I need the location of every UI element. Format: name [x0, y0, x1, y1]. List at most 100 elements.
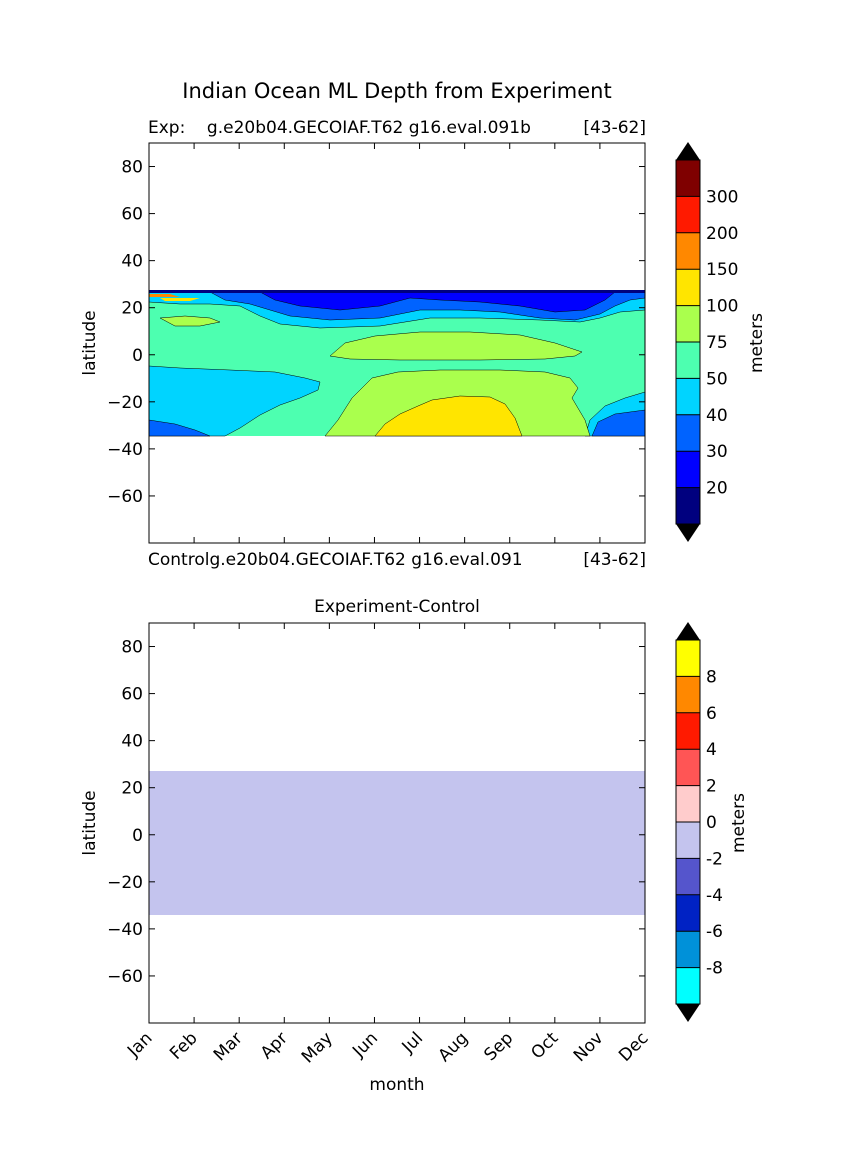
colorbar-segment	[676, 712, 700, 750]
y-tick-label: 60	[121, 685, 143, 705]
colorbar-tick-label: 30	[706, 442, 728, 462]
y-tick-label: −60	[107, 967, 143, 987]
contour-band-40-50	[148, 365, 321, 437]
colorbar-tick-label: 40	[706, 406, 728, 426]
top-contour-field	[148, 290, 646, 437]
bottom-y-axis-label: latitude	[80, 790, 100, 855]
colorbar-extend-high	[676, 142, 700, 160]
bottom-x-axis-label: month	[369, 1075, 424, 1095]
y-tick-label: −20	[107, 873, 143, 893]
top-plot-frame	[148, 142, 646, 544]
colorbar-segment	[676, 858, 700, 895]
colorbar-tick-label: -2	[706, 849, 723, 869]
contour-band-20-30	[259, 291, 616, 313]
difference-field	[149, 771, 645, 915]
x-tick-label: Jun	[348, 1028, 382, 1062]
y-tick-label: 20	[121, 779, 143, 799]
colorbar-tick-label: -4	[706, 886, 723, 906]
x-tick-label: Jan	[123, 1028, 156, 1061]
colorbar-extend-low	[676, 1004, 700, 1022]
bottom-colorbar-label: meters	[729, 793, 749, 853]
colorbar-segment	[676, 305, 700, 342]
colorbar-tick-label: 20	[706, 479, 728, 499]
colorbar-tick-label: 0	[706, 813, 717, 833]
bottom-panel: Experiment-Control latitude 806040200−20…	[80, 597, 749, 1095]
colorbar-tick-label: 50	[706, 369, 728, 389]
x-tick-label: Oct	[527, 1028, 562, 1063]
y-tick-label: 0	[132, 346, 143, 366]
x-tick-label: Mar	[210, 1028, 247, 1065]
colorbar-tick-label: -8	[706, 959, 723, 979]
top-panel-left-title: Exp: g.e20b04.GECOIAF.T62 g16.eval.091b	[148, 118, 531, 138]
top-colorbar-label: meters	[747, 313, 767, 373]
colorbar-segment	[676, 785, 700, 822]
x-tick-label: Jul	[398, 1028, 427, 1057]
x-tick-label: Aug	[435, 1028, 473, 1066]
colorbar-segment	[676, 451, 700, 488]
colorbar-tick-label: 8	[706, 667, 717, 687]
colorbar-segment	[676, 894, 700, 932]
top-panel-right-title: [43-62]	[583, 118, 646, 138]
y-tick-label: 60	[121, 205, 143, 225]
top-colorbar: 20 30 40 50 75 100 150 200 300	[675, 142, 738, 542]
y-tick-label: 40	[121, 252, 143, 272]
colorbar-segment	[676, 967, 700, 1004]
colorbar-segment	[676, 640, 700, 677]
x-tick-label: Apr	[257, 1028, 292, 1063]
colorbar-segment	[676, 342, 700, 379]
colorbar-tick-label: -6	[706, 922, 723, 942]
colorbar-segment	[676, 487, 700, 524]
x-tick-label: May	[298, 1028, 337, 1067]
top-y-ticks: 80 60 40 20 0 −20 −40 −60	[107, 143, 646, 543]
colorbar-tick-label: 200	[706, 224, 738, 244]
colorbar-tick-label: 2	[706, 777, 717, 797]
y-tick-label: 40	[121, 732, 143, 752]
bottom-plot-frame	[148, 622, 646, 1024]
x-tick-label: Feb	[166, 1028, 201, 1063]
colorbar-segment	[676, 749, 700, 786]
y-tick-label: 80	[121, 158, 143, 178]
colorbar-segment	[676, 160, 700, 197]
colorbar-extend-low	[676, 524, 700, 542]
colorbar-segment	[676, 378, 700, 415]
x-tick-label: Sep	[480, 1028, 517, 1065]
colorbar-tick-label: 4	[706, 740, 717, 760]
bottom-y-ticks: 80 60 40 20 0 −20 −40 −60	[107, 638, 645, 987]
colorbar-segment	[676, 822, 700, 859]
colorbar-segment	[676, 196, 700, 233]
bottom-colorbar: -8 -6 -4 -2 0 2 4 6 8	[675, 622, 723, 1022]
contour-band-100-150	[374, 395, 523, 437]
colorbar-segment	[676, 232, 700, 270]
y-tick-label: 80	[121, 638, 143, 658]
contour-band-west-features	[159, 315, 221, 327]
y-tick-label: −60	[107, 487, 143, 507]
contour-band-75-100-north	[329, 331, 583, 361]
x-tick-label: Dec	[615, 1028, 652, 1065]
colorbar-tick-label: 6	[706, 704, 717, 724]
bottom-panel-title: Experiment-Control	[314, 597, 480, 617]
top-y-axis-label: latitude	[80, 310, 100, 375]
y-tick-label: 0	[132, 826, 143, 846]
y-tick-label: −40	[107, 920, 143, 940]
colorbar-tick-label: 150	[706, 260, 738, 280]
contour-band-west-orange	[149, 294, 180, 297]
contour-band-under-20	[149, 290, 645, 293]
colorbar-segment	[676, 676, 700, 713]
colorbar-segment	[676, 931, 700, 968]
colorbar-segment	[676, 269, 700, 306]
x-tick-label: Nov	[570, 1028, 608, 1066]
colorbar-tick-label: 75	[706, 333, 728, 353]
top-panel-bottom-left-label: Controlg.e20b04.GECOIAF.T62 g16.eval.091	[148, 550, 523, 570]
figure-title: Indian Ocean ML Depth from Experiment	[182, 79, 611, 103]
colorbar-tick-label: 100	[706, 297, 738, 317]
contour-band-west-yellow	[160, 298, 200, 301]
colorbar-tick-label: 300	[706, 187, 738, 207]
y-tick-label: −20	[107, 393, 143, 413]
y-tick-label: −40	[107, 440, 143, 460]
y-tick-label: 20	[121, 299, 143, 319]
top-panel-bottom-right-label: [43-62]	[583, 550, 646, 570]
colorbar-extend-high	[676, 622, 700, 640]
top-panel: Exp: g.e20b04.GECOIAF.T62 g16.eval.091b …	[80, 118, 767, 570]
colorbar-segment	[676, 414, 700, 452]
